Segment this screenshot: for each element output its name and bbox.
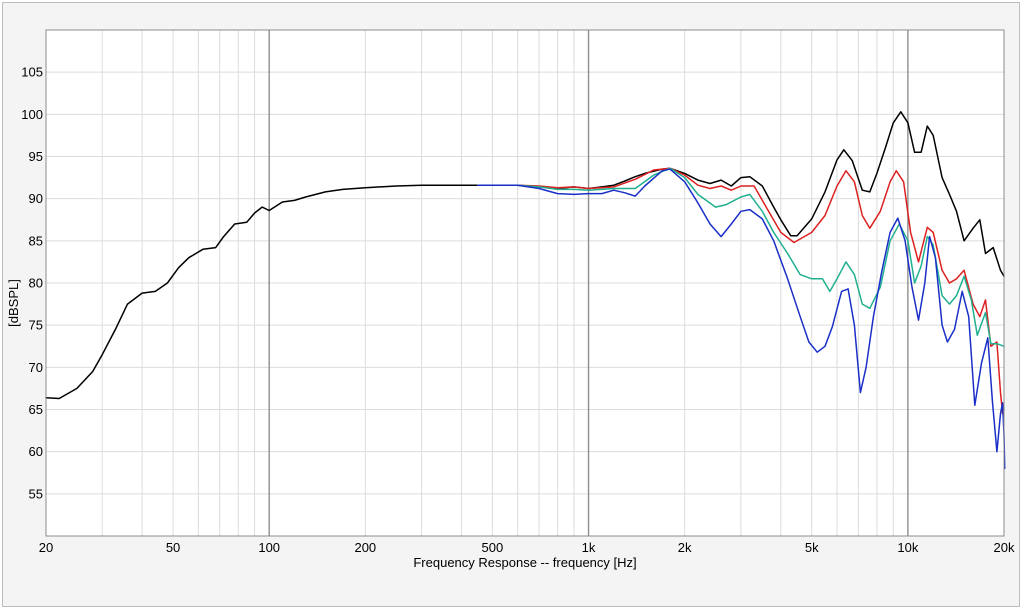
series-layer	[45, 111, 1006, 470]
x-tick-labels: 20 50 100 200 500 1k 2k 5k 10k 20k	[39, 540, 1015, 555]
x-tick-label: 100	[258, 540, 280, 555]
x-tick-label: 20k	[994, 540, 1015, 555]
x-axis-label: Frequency Response -- frequency [Hz]	[413, 555, 636, 570]
y-tick-label: 95	[29, 149, 43, 164]
y-axis-label: [dBSPL]	[6, 279, 21, 327]
x-tick-label: 50	[166, 540, 180, 555]
series-line-4	[477, 168, 1006, 470]
y-tick-label: 100	[21, 107, 43, 122]
x-tick-label: 1k	[582, 540, 596, 555]
series-line-3	[477, 167, 1005, 348]
y-tick-label: 60	[29, 444, 43, 459]
y-tick-label: 70	[29, 360, 43, 375]
y-tick-label: 55	[29, 486, 43, 501]
y-tick-label: 75	[29, 318, 43, 333]
y-tick-labels: 55 60 65 70 75 80 85 90 95 100 105	[21, 65, 43, 502]
y-tick-label: 105	[21, 65, 43, 80]
x-tick-label: 5k	[805, 540, 819, 555]
y-tick-label: 65	[29, 402, 43, 417]
x-tick-label: 500	[482, 540, 504, 555]
minor-grid	[46, 30, 1004, 536]
x-tick-label: 200	[354, 540, 376, 555]
series-line-1	[45, 111, 1005, 400]
y-tick-label: 90	[29, 191, 43, 206]
plot-border	[45, 29, 1005, 537]
series-line-2	[477, 167, 1005, 415]
y-tick-label: 80	[29, 276, 43, 291]
x-tick-label: 10k	[897, 540, 918, 555]
major-grid	[268, 30, 909, 536]
y-tick-label: 85	[29, 233, 43, 248]
x-tick-label: 2k	[678, 540, 692, 555]
x-tick-label: 20	[39, 540, 53, 555]
